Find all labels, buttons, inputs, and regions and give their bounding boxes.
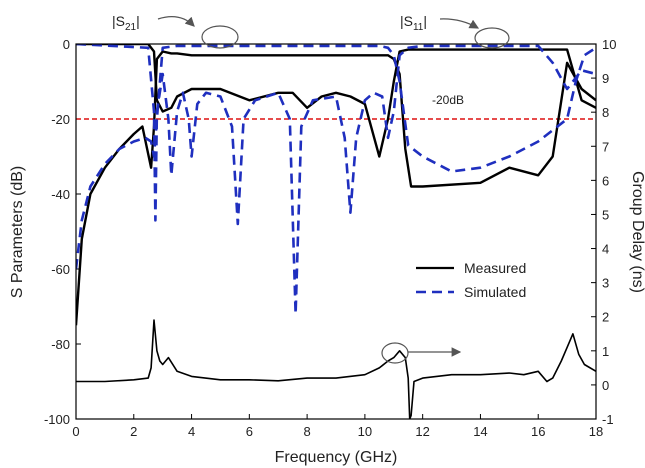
right-y-tick-label: 4 [602, 242, 609, 257]
s21-arrow [157, 16, 195, 27]
right-y-tick-label: 2 [602, 310, 609, 325]
legend-measured-label: Measured [464, 260, 526, 276]
x-tick-label: 2 [130, 424, 137, 439]
right-y-tick-label: 7 [602, 139, 609, 154]
right-y-tick-label: 10 [602, 37, 616, 52]
x-tick-label: 16 [531, 424, 545, 439]
s11-arrow [439, 18, 480, 29]
s21-circle-marker [201, 25, 239, 49]
plot-background [76, 44, 596, 419]
right-y-tick-label: 5 [602, 207, 609, 222]
right-y-tick-label: 8 [602, 105, 609, 120]
x-tick-label: 6 [246, 424, 253, 439]
x-tick-label: 0 [72, 424, 79, 439]
series-line-measured-s21 [76, 50, 596, 326]
left-y-tick-label: -40 [51, 187, 70, 202]
x-tick-label: 18 [589, 424, 603, 439]
right-y-tick-label: 9 [602, 71, 609, 86]
x-axis-title: Frequency (GHz) [275, 449, 398, 466]
legend-simulated-label: Simulated [464, 284, 526, 300]
right-y-tick-label: -1 [602, 412, 614, 427]
x-tick-label: 8 [303, 424, 310, 439]
x-tick-label: 12 [415, 424, 429, 439]
series-line-simulated-s21 [76, 44, 596, 270]
series-line-measured-group-delay [76, 319, 596, 419]
s21-annotation: |S21| [112, 13, 239, 49]
series-layer [76, 44, 596, 419]
left-y-tick-label: -20 [51, 112, 70, 127]
s21-label: |S21| [112, 13, 140, 33]
s11-annotation: |S11| [400, 13, 510, 49]
threshold-label: -20dB [432, 93, 464, 107]
legend: Measured Simulated [416, 260, 526, 300]
right-y-axis-title: Group Delay (ns) [629, 171, 645, 293]
left-y-tick-label: -80 [51, 337, 70, 352]
x-axis-ticks: 0 2 4 6 8 10 12 14 16 18 [72, 414, 603, 439]
left-y-tick-label: -60 [51, 262, 70, 277]
left-y-axis-ticks: 0 -20 -40 -60 -80 -100 [44, 37, 81, 427]
group-delay-circle-marker [381, 342, 409, 364]
x-tick-label: 14 [473, 424, 487, 439]
plot-frame [75, 43, 597, 420]
x-tick-label: 4 [188, 424, 195, 439]
s11-circle-marker [474, 27, 510, 49]
s11-label: |S11| [400, 13, 427, 33]
series-line-simulated-s11 [76, 44, 596, 316]
right-y-tick-label: 6 [602, 173, 609, 188]
left-y-axis-title: S Parameters (dB) [9, 166, 26, 298]
left-y-tick-label: 0 [63, 37, 70, 52]
right-y-tick-label: 0 [602, 378, 609, 393]
right-y-tick-label: 3 [602, 276, 609, 291]
group-delay-annotation [381, 342, 462, 364]
left-y-tick-label: -100 [44, 412, 70, 427]
series-line-measured-s11 [76, 44, 596, 158]
right-y-tick-label: 1 [602, 344, 609, 359]
x-tick-label: 10 [358, 424, 372, 439]
